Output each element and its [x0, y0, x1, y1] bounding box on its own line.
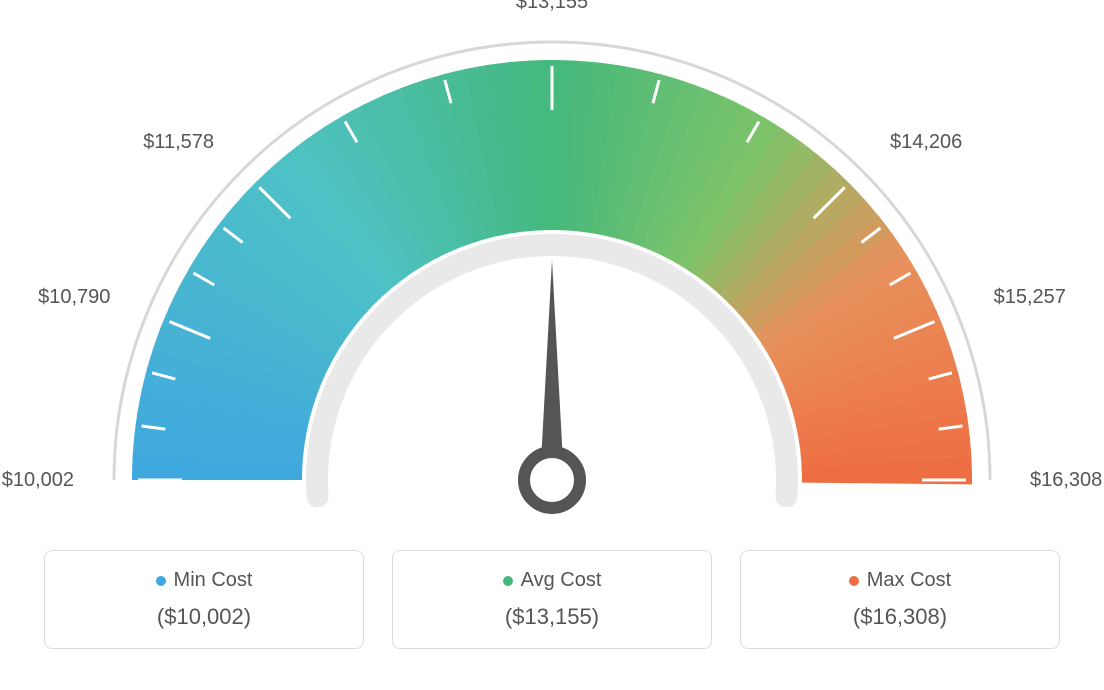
legend-title-max: Max Cost [867, 569, 951, 592]
legend-dot-avg [503, 576, 513, 586]
legend-card-max: Max Cost ($16,308) [740, 550, 1060, 649]
legend-dot-min [156, 576, 166, 586]
legend-card-min: Min Cost ($10,002) [44, 550, 364, 649]
svg-text:$16,308: $16,308 [1030, 469, 1102, 491]
svg-text:$13,155: $13,155 [516, 0, 588, 13]
svg-text:$15,257: $15,257 [994, 286, 1066, 308]
gauge-area: $10,002 $10,790 $11,578 $13,155 $14,206 $15,2… [0, 0, 1104, 540]
legend-value-max: ($16,308) [751, 604, 1049, 630]
legend-title-avg: Avg Cost [521, 569, 602, 592]
svg-text:$10,002: $10,002 [2, 469, 74, 491]
legend-dot-max [849, 576, 859, 586]
legend-value-min: ($10,002) [55, 604, 353, 630]
legend-row: Min Cost ($10,002) Avg Cost ($13,155) Ma… [0, 540, 1104, 649]
legend-title-min: Min Cost [174, 569, 253, 592]
gauge-chart: $10,002 $10,790 $11,578 $13,155 $14,206 $15,2… [0, 0, 1104, 540]
svg-text:$11,578: $11,578 [143, 131, 214, 153]
legend-card-avg: Avg Cost ($13,155) [392, 550, 712, 649]
svg-text:$14,206: $14,206 [890, 131, 962, 153]
cost-gauge-container: $10,002 $10,790 $11,578 $13,155 $14,206 $15,2… [0, 0, 1104, 690]
legend-value-avg: ($13,155) [403, 604, 701, 630]
svg-text:$10,790: $10,790 [38, 286, 110, 308]
